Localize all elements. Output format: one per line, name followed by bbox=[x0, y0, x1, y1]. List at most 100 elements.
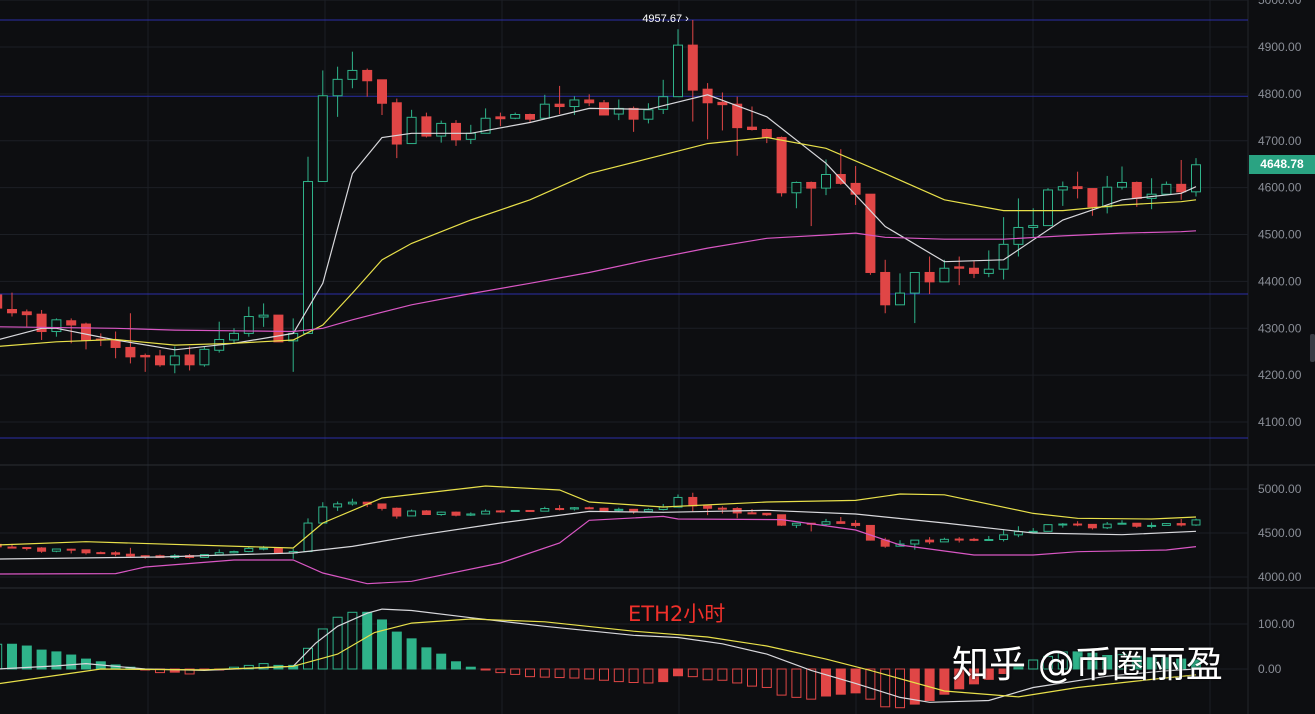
bollinger-candle bbox=[392, 507, 402, 519]
candle-body bbox=[96, 552, 106, 555]
bollinger-candle bbox=[22, 547, 32, 551]
macd-histogram-bar bbox=[1013, 664, 1024, 670]
macd-histogram-bar bbox=[1043, 655, 1053, 670]
candle-body bbox=[7, 546, 17, 549]
candle-body bbox=[421, 116, 432, 137]
candle-body bbox=[244, 547, 254, 553]
price-tick-label: 4300.00 bbox=[1258, 321, 1302, 335]
candle-body bbox=[391, 102, 402, 145]
candle bbox=[362, 68, 373, 97]
macd-histogram-bar bbox=[628, 668, 639, 683]
macd-histogram-bar bbox=[776, 668, 787, 696]
macd-histogram-bar bbox=[391, 631, 402, 670]
bollinger-candle bbox=[407, 509, 417, 517]
bollinger-candle bbox=[954, 537, 964, 543]
candle-body bbox=[1117, 181, 1127, 188]
macd-histogram-bar bbox=[1176, 658, 1187, 670]
candle bbox=[1191, 158, 1201, 197]
price-tick-label: 5000.00 bbox=[1258, 0, 1302, 7]
macd-histogram-bar bbox=[288, 664, 299, 670]
macd-histogram-bar bbox=[717, 668, 728, 681]
candle-body bbox=[1161, 183, 1172, 195]
candle-body bbox=[111, 552, 121, 555]
candle bbox=[584, 94, 595, 107]
bollinger-candle bbox=[229, 550, 239, 554]
candle-body bbox=[984, 539, 994, 542]
bollinger-middle-band bbox=[0, 509, 1197, 560]
chart-title: ETH2小时 bbox=[628, 602, 726, 626]
candle bbox=[199, 346, 210, 367]
bollinger-candle bbox=[466, 512, 476, 517]
bollinger-candle bbox=[510, 509, 520, 512]
candle-body bbox=[821, 521, 831, 525]
candle-body bbox=[1073, 523, 1083, 526]
candle-body bbox=[66, 548, 76, 551]
candle-body bbox=[1087, 523, 1097, 529]
bollinger-tick-label: 4000.00 bbox=[1258, 570, 1302, 584]
candle bbox=[924, 256, 935, 295]
price-axis-scroll-handle[interactable] bbox=[1310, 334, 1315, 362]
bollinger-candle bbox=[925, 537, 935, 545]
candle bbox=[821, 159, 831, 196]
candle-body bbox=[762, 512, 772, 516]
macd-histogram-bar bbox=[599, 668, 609, 681]
candle-body bbox=[22, 547, 32, 550]
candle-body bbox=[81, 323, 91, 341]
macd-histogram-bar bbox=[909, 668, 920, 705]
macd-histogram-bar bbox=[243, 664, 254, 670]
candle bbox=[969, 260, 979, 279]
macd-histogram-bar bbox=[303, 647, 313, 670]
candle bbox=[554, 85, 565, 115]
last-price-label: 4648.78 bbox=[1249, 155, 1315, 174]
macd-histogram-bar bbox=[421, 647, 432, 670]
bollinger-candle bbox=[273, 547, 283, 554]
bollinger-candle bbox=[111, 551, 121, 557]
candle-body bbox=[776, 136, 787, 194]
candle-body bbox=[1043, 189, 1053, 227]
candle-body bbox=[243, 316, 254, 334]
macd-tick-label: 0.00 bbox=[1258, 662, 1282, 676]
macd-histogram-bar bbox=[377, 619, 387, 670]
candle bbox=[880, 259, 891, 314]
candle-body bbox=[761, 129, 772, 138]
bollinger-candle bbox=[1161, 523, 1171, 526]
bollinger-candle bbox=[1176, 519, 1186, 527]
candle-body bbox=[0, 294, 3, 309]
candle-body bbox=[954, 266, 965, 269]
macd-histogram-bar bbox=[1072, 651, 1083, 670]
candle-body bbox=[406, 116, 417, 145]
candle-body bbox=[51, 319, 62, 333]
bollinger-candle bbox=[81, 549, 91, 555]
candle bbox=[1161, 181, 1172, 195]
price-tick-label: 4400.00 bbox=[1258, 274, 1302, 288]
macd-histogram-bar bbox=[510, 668, 521, 675]
macd-dea-line bbox=[0, 618, 1197, 698]
candle-body bbox=[1087, 188, 1098, 208]
candle-body bbox=[36, 313, 47, 333]
candle-body bbox=[273, 547, 283, 554]
candle-body bbox=[332, 78, 343, 97]
candle bbox=[510, 112, 521, 120]
bollinger-candle bbox=[37, 547, 47, 553]
candle-body bbox=[821, 174, 831, 189]
candle bbox=[377, 79, 387, 115]
candle-body bbox=[747, 512, 757, 515]
macd-histogram-bar bbox=[895, 668, 905, 709]
candle-body bbox=[51, 548, 61, 552]
bollinger-candle bbox=[1043, 524, 1053, 532]
candle-body bbox=[954, 538, 964, 541]
candle-body bbox=[1102, 523, 1112, 529]
candle-body bbox=[747, 126, 757, 130]
candle-body bbox=[525, 509, 535, 512]
candle bbox=[687, 19, 698, 122]
candle-body bbox=[983, 268, 994, 274]
candle bbox=[421, 112, 432, 138]
candle-body bbox=[259, 547, 269, 550]
candle-body bbox=[554, 103, 565, 108]
macd-histogram-bar bbox=[436, 653, 447, 670]
price-tick-label: 4100.00 bbox=[1258, 415, 1302, 429]
candle-body bbox=[1028, 225, 1039, 228]
bollinger-candle bbox=[1058, 523, 1068, 528]
bollinger-candle bbox=[347, 498, 357, 506]
